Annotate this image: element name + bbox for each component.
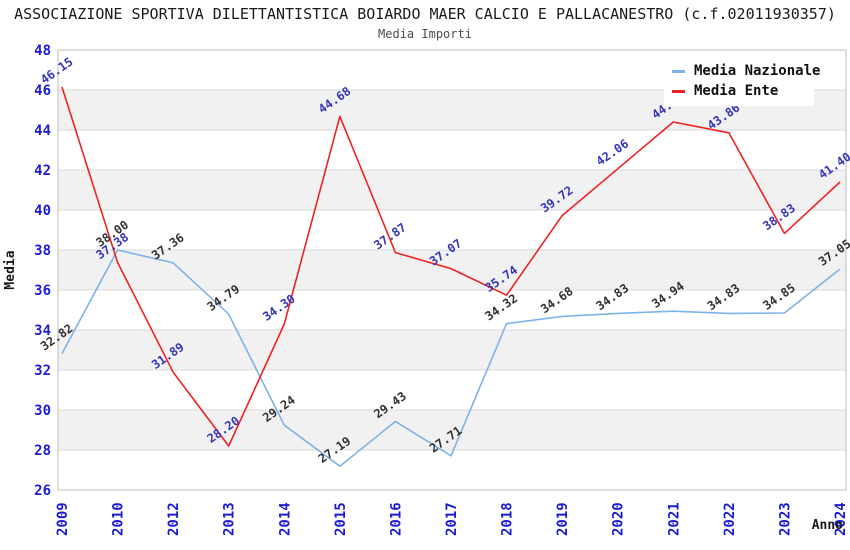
- y-tick-label: 48: [34, 43, 51, 59]
- legend-item-media-nazionale: Media Nazionale: [672, 61, 820, 81]
- chart-title: ASSOCIAZIONE SPORTIVA DILETTANTISTICA BO…: [14, 5, 836, 23]
- x-tick-label: 2022: [722, 502, 738, 536]
- data-point-label: 34.32: [482, 291, 520, 323]
- series-line-media-ente: [61, 86, 841, 447]
- y-axis-title: Media: [3, 250, 18, 289]
- plot-band: [58, 170, 846, 210]
- y-tick-label: 28: [34, 443, 51, 459]
- x-tick-label: 2013: [222, 502, 238, 536]
- y-tick-label: 40: [34, 203, 51, 219]
- x-tick-label: 2023: [777, 502, 793, 536]
- x-tick-label: 2021: [666, 502, 682, 536]
- plot-band: [58, 410, 846, 450]
- media-ente-line-swatch-icon: [672, 89, 685, 93]
- y-tick-label: 46: [34, 83, 51, 99]
- x-tick-label: 2020: [611, 502, 627, 536]
- media-nazionale-line-swatch-icon: [672, 69, 685, 73]
- plot-band: [58, 330, 846, 370]
- legend-item-media-ente: Media Ente: [672, 81, 806, 101]
- legend-label: Media Nazionale: [694, 63, 821, 79]
- series-line-media-nazionale: [61, 249, 841, 468]
- legend-label: Media Ente: [694, 83, 779, 99]
- x-tick-label: 2019: [555, 502, 571, 536]
- x-tick-label: 2016: [388, 502, 404, 536]
- x-tick-label: 2018: [500, 502, 516, 536]
- y-tick-label: 26: [34, 483, 51, 499]
- y-tick-label: 38: [34, 243, 51, 259]
- y-tick-label: 36: [34, 283, 51, 299]
- y-tick-label: 30: [34, 403, 51, 419]
- y-tick-label: 44: [34, 123, 51, 139]
- plot-band: [58, 250, 846, 290]
- data-point-label: 34.30: [260, 292, 298, 324]
- x-tick-label: 2015: [333, 502, 349, 536]
- x-tick-label: 2009: [55, 502, 71, 536]
- x-tick-label: 2014: [277, 502, 293, 536]
- data-point-label: 42.06: [594, 136, 632, 168]
- legend: Media Nazionale Media Ente: [664, 56, 820, 106]
- y-tick-label: 42: [34, 163, 51, 179]
- data-point-label: 46.15: [38, 55, 76, 87]
- x-axis-title: Anno: [812, 518, 843, 533]
- chart-subtitle: Media Importi: [378, 27, 472, 41]
- y-tick-label: 32: [34, 363, 51, 379]
- x-tick-label: 2012: [166, 502, 182, 536]
- plot-border: [57, 49, 847, 491]
- x-tick-label: 2024: [833, 502, 849, 536]
- x-tick-label: 2010: [111, 502, 127, 536]
- y-tick-label: 34: [34, 323, 51, 339]
- x-tick-label: 2017: [444, 502, 460, 536]
- data-point-label: 37.87: [371, 220, 409, 252]
